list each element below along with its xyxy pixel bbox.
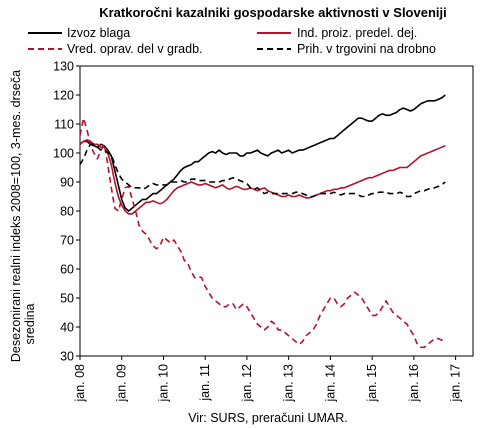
legend-item-vred-oprav: Vred. oprav. del v gradb. [28, 42, 203, 56]
x-tick-label: jan. 14 [323, 364, 337, 403]
legend-item-prih-trgovina: Prih. v trgovini na drobno [257, 42, 436, 56]
y-tick-label: 130 [53, 60, 74, 74]
y-tick-label: 120 [53, 89, 74, 103]
legend-label: Prih. v trgovini na drobno [297, 42, 436, 56]
series-line-0 [79, 94, 446, 212]
y-tick-label: 110 [54, 118, 74, 132]
y-tick-label: 40 [60, 321, 74, 335]
source-note: Vir: SURS, preračuni UMAR. [188, 411, 348, 425]
y-tick-label: 80 [60, 205, 74, 219]
y-tick-label: 60 [60, 263, 74, 277]
x-tick-label: jan. 08 [73, 364, 87, 403]
y-tick-label: 30 [60, 350, 74, 364]
chart-title: Kratkoročni kazalniki gospodarske aktivn… [99, 5, 447, 20]
x-tick-label: jan. 09 [115, 364, 129, 403]
y-axis-label-line-2: sredina [23, 303, 37, 344]
y-tick-label: 90 [60, 176, 74, 190]
x-tick-label: jan. 13 [282, 364, 296, 403]
series-line-1 [79, 139, 446, 215]
y-axis-label-line-1: Desezonirani realni indeks 2008=100, 3-m… [9, 70, 23, 362]
legend-label: Vred. oprav. del v gradb. [67, 42, 203, 56]
y-tick-label: 50 [60, 292, 74, 306]
legend-label: Ind. proiz. predel. dej. [297, 26, 417, 40]
y-axis-label: Desezonirani realni indeks 2008=100, 3-m… [9, 70, 37, 362]
legend-item-izvoz-blaga: Izvoz blaga [28, 26, 130, 40]
x-tick-label: jan. 10 [156, 364, 170, 403]
x-tick-label: jan. 11 [198, 364, 212, 402]
x-tick-label: jan. 15 [365, 364, 379, 403]
plot-area: 30 40 50 60 70 80 90 100 110 120 130 jan. 08 jan. 09… [53, 60, 474, 403]
legend-item-ind-proiz: Ind. proiz. predel. dej. [257, 26, 417, 40]
y-tick-label: 70 [60, 234, 74, 248]
legend-label: Izvoz blaga [67, 26, 130, 40]
y-tick-label: 100 [53, 147, 74, 161]
series-line-2 [79, 117, 446, 349]
x-tick-label: jan. 16 [407, 364, 421, 403]
legend: Izvoz blaga Ind. proiz. predel. dej. Vre… [28, 26, 436, 56]
x-tick-label: jan. 12 [240, 364, 254, 403]
x-tick-label: jan. 17 [449, 364, 463, 403]
